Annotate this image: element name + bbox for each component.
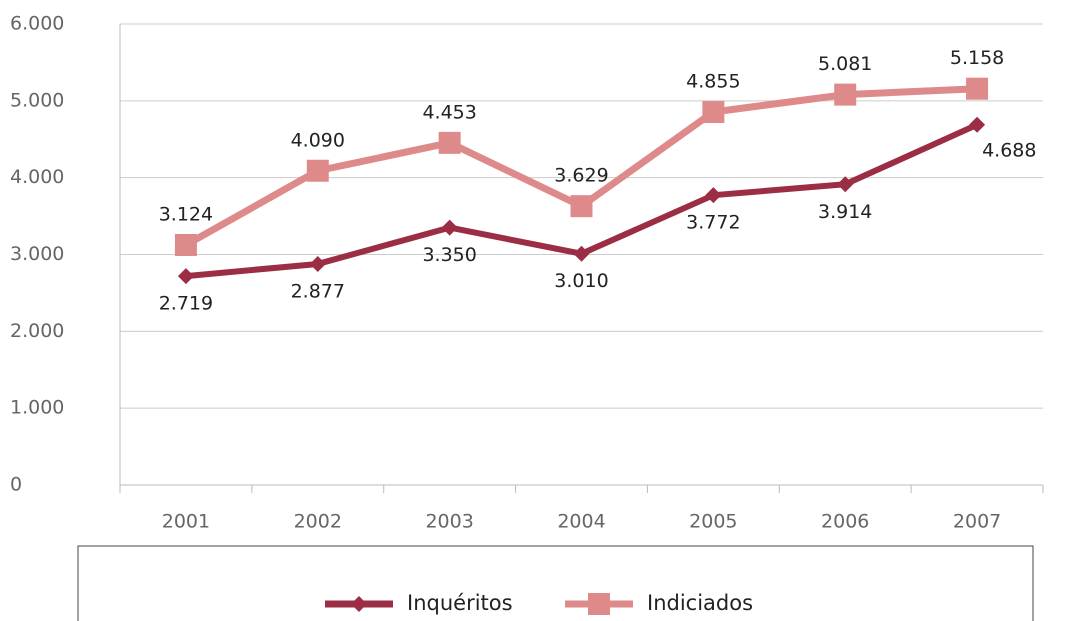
x-tick-label: 2005 xyxy=(689,511,737,533)
y-tick-label: 4.000 xyxy=(10,166,64,188)
legend-marker xyxy=(351,596,367,612)
x-tick-label: 2006 xyxy=(821,511,869,533)
legend-label: Inquéritos xyxy=(407,591,513,615)
point xyxy=(570,195,593,218)
data-label: 3.350 xyxy=(422,244,476,266)
legend-marker xyxy=(588,593,610,615)
data-label: 4.688 xyxy=(982,139,1036,161)
legend-label: Indiciados xyxy=(647,591,753,615)
y-tick-label: 3.000 xyxy=(10,243,64,265)
point xyxy=(702,100,725,123)
y-tick-label: 2.000 xyxy=(10,320,64,342)
x-tick-label: 2002 xyxy=(294,511,342,533)
x-tick-label: 2001 xyxy=(162,511,210,533)
point xyxy=(177,268,194,285)
x-tick-label: 2003 xyxy=(425,511,473,533)
point xyxy=(705,187,722,204)
point xyxy=(306,159,329,182)
point xyxy=(837,176,854,193)
data-label: 2.877 xyxy=(291,280,345,302)
point xyxy=(573,245,590,262)
data-label: 3.629 xyxy=(554,165,608,187)
legend-box xyxy=(77,545,1034,621)
y-tick-label: 5.000 xyxy=(10,89,64,111)
data-label: 5.081 xyxy=(818,53,872,75)
x-tick-label: 2004 xyxy=(557,511,605,533)
point xyxy=(438,131,461,154)
data-label: 3.124 xyxy=(159,203,213,225)
y-tick-label: 1.000 xyxy=(10,397,64,419)
point xyxy=(969,116,986,133)
data-label: 3.010 xyxy=(554,270,608,292)
data-label: 4.855 xyxy=(686,70,740,92)
point xyxy=(966,77,989,100)
point xyxy=(309,255,326,272)
point xyxy=(441,219,458,236)
data-label: 2.719 xyxy=(159,293,213,315)
data-label: 4.453 xyxy=(422,101,476,123)
data-label: 3.772 xyxy=(686,212,740,234)
data-label: 5.158 xyxy=(950,47,1004,69)
y-tick-label: 0 xyxy=(10,474,22,496)
point xyxy=(174,233,197,256)
point xyxy=(834,83,857,106)
data-label: 4.090 xyxy=(291,129,345,151)
data-label: 3.914 xyxy=(818,201,872,223)
x-tick-label: 2007 xyxy=(953,511,1001,533)
y-tick-label: 6.000 xyxy=(10,13,64,35)
